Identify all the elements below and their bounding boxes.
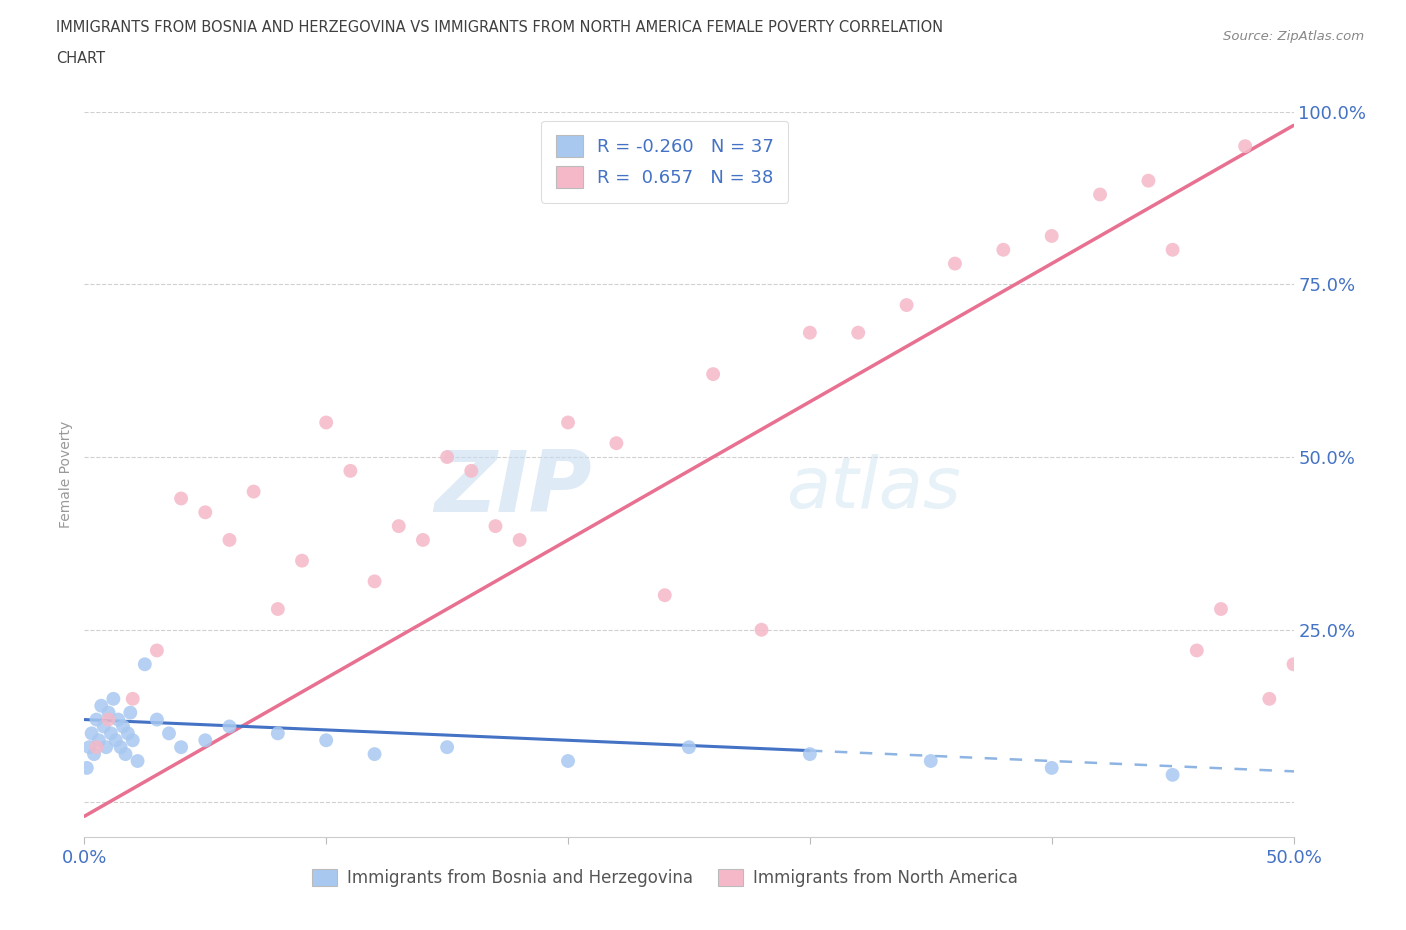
Point [412,533,434,548]
Point [291,553,314,568]
Point [1185,643,1208,658]
Point [1209,602,1232,617]
Point [110,739,132,754]
Point [363,747,385,762]
Legend: Immigrants from Bosnia and Herzegovina, Immigrants from North America: Immigrants from Bosnia and Herzegovina, … [305,862,1025,894]
Point [267,602,290,617]
Point [1161,243,1184,258]
Point [121,733,143,748]
Point [90,698,112,713]
Text: CHART: CHART [56,51,105,66]
Point [93,719,115,734]
Text: atlas: atlas [786,455,960,524]
Point [799,326,821,340]
Point [436,449,458,464]
Point [103,691,125,706]
Y-axis label: Female Poverty: Female Poverty [59,420,73,528]
Point [1040,761,1063,776]
Point [94,739,117,754]
Point [896,298,918,312]
Point [97,705,120,720]
Text: Source: ZipAtlas.com: Source: ZipAtlas.com [1223,30,1364,43]
Point [86,739,108,754]
Point [846,326,869,340]
Point [605,436,627,451]
Point [654,588,676,603]
Point [1040,229,1063,244]
Point [218,533,240,548]
Point [702,366,724,381]
Point [993,243,1015,258]
Point [194,733,217,748]
Point [86,712,108,727]
Point [146,712,169,727]
Point [315,733,337,748]
Point [97,712,120,727]
Point [134,657,156,671]
Point [436,739,458,754]
Point [170,739,193,754]
Point [460,463,482,478]
Point [87,733,110,748]
Point [943,256,966,271]
Point [557,753,579,768]
Point [799,747,821,762]
Point [1088,187,1111,202]
Point [484,519,506,534]
Point [363,574,385,589]
Point [1258,691,1281,706]
Point [218,719,240,734]
Point [127,753,149,768]
Text: IMMIGRANTS FROM BOSNIA AND HERZEGOVINA VS IMMIGRANTS FROM NORTH AMERICA FEMALE P: IMMIGRANTS FROM BOSNIA AND HERZEGOVINA V… [56,20,943,35]
Point [121,691,143,706]
Text: ZIP: ZIP [434,447,592,530]
Point [1161,767,1184,782]
Point [80,726,103,741]
Point [83,747,105,762]
Point [920,753,942,768]
Point [104,733,127,748]
Point [509,533,531,548]
Point [557,415,579,430]
Point [388,519,411,534]
Point [107,712,129,727]
Point [242,485,264,499]
Point [117,726,139,741]
Point [1234,139,1257,153]
Point [194,505,217,520]
Point [1282,657,1305,671]
Point [751,622,773,637]
Point [170,491,193,506]
Point [267,726,290,741]
Point [100,726,122,741]
Point [114,747,136,762]
Point [120,705,142,720]
Point [339,463,361,478]
Point [77,739,100,754]
Point [157,726,180,741]
Point [112,719,135,734]
Point [146,643,169,658]
Point [315,415,337,430]
Point [1137,173,1160,188]
Point [76,761,98,776]
Point [678,739,700,754]
